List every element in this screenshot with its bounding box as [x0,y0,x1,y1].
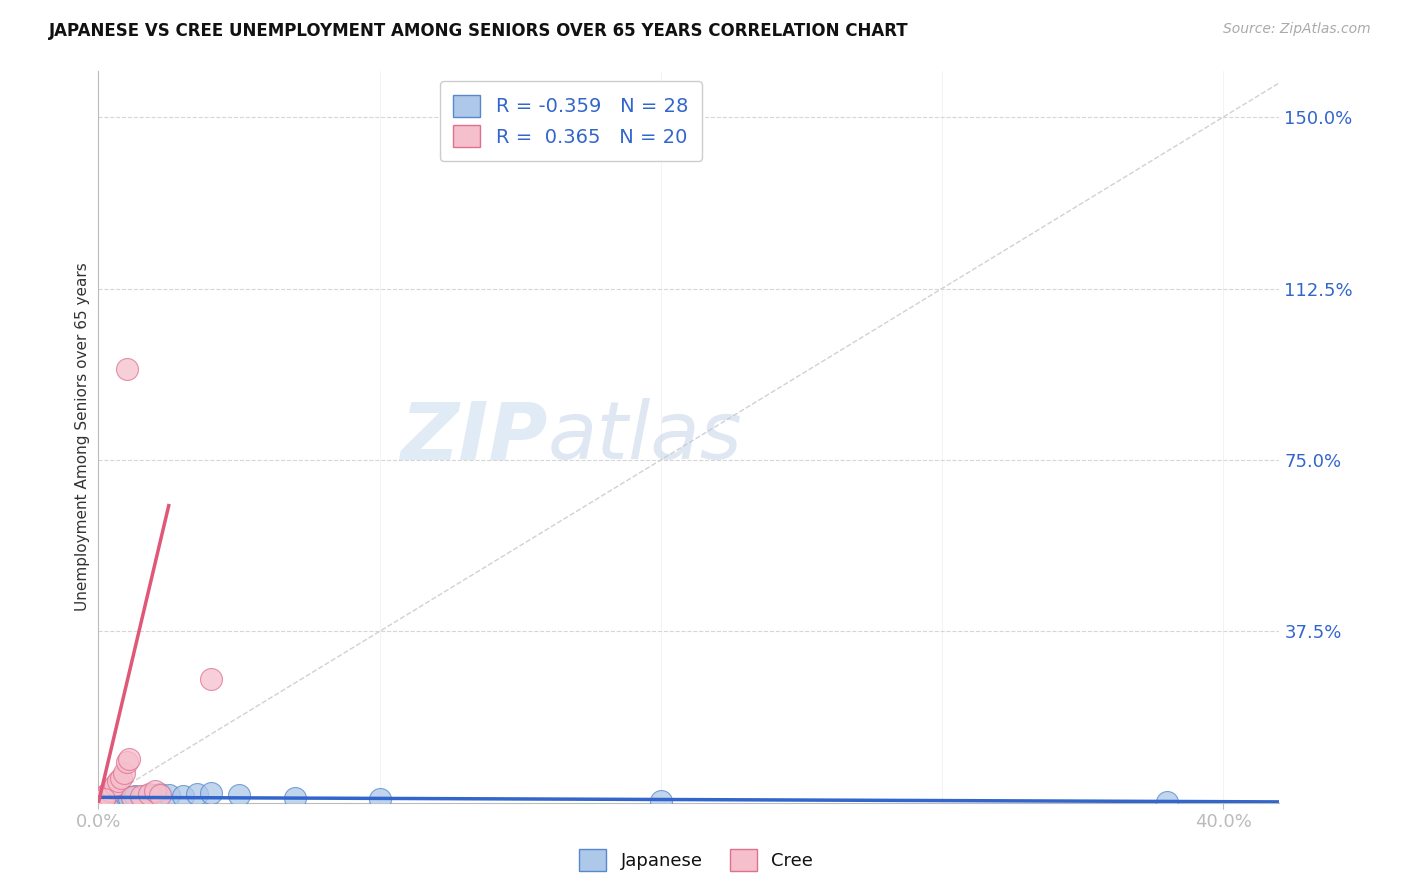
Point [107,793,129,807]
Point [121,790,143,805]
Point [104,792,127,806]
Point [129,789,152,803]
Legend: Japanese, Cree: Japanese, Cree [572,842,820,879]
Point [149,788,172,802]
Point [186,787,208,801]
Point [650,794,672,808]
Point [228,788,250,802]
Point [149,787,172,801]
Text: ZIP: ZIP [399,398,547,476]
Point [115,361,138,376]
Point [115,790,138,805]
Point [87,794,110,808]
Point [368,792,391,806]
Point [104,777,127,792]
Point [93,789,115,803]
Point [87,796,110,810]
Point [138,787,160,801]
Point [96,792,118,806]
Point [115,755,138,769]
Point [1156,795,1178,809]
Point [93,794,115,808]
Point [143,788,166,802]
Point [124,789,146,803]
Point [138,788,160,802]
Point [107,773,129,788]
Point [112,766,135,780]
Point [118,791,141,805]
Point [200,786,222,800]
Point [96,787,118,801]
Point [112,792,135,806]
Point [98,784,121,798]
Point [284,791,307,805]
Point [101,793,124,807]
Point [118,752,141,766]
Point [157,788,180,802]
Point [101,781,124,796]
Text: JAPANESE VS CREE UNEMPLOYMENT AMONG SENIORS OVER 65 YEARS CORRELATION CHART: JAPANESE VS CREE UNEMPLOYMENT AMONG SENI… [49,22,908,40]
Text: Source: ZipAtlas.com: Source: ZipAtlas.com [1223,22,1371,37]
Point [110,791,132,805]
Point [172,789,194,803]
Point [121,790,143,805]
Point [129,791,152,805]
Point [200,673,222,687]
Text: atlas: atlas [547,398,742,476]
Point [98,791,121,805]
Point [110,771,132,785]
Point [132,789,155,803]
Point [93,792,115,806]
Legend: R = -0.359   N = 28, R =  0.365   N = 20: R = -0.359 N = 28, R = 0.365 N = 20 [440,81,702,161]
Y-axis label: Unemployment Among Seniors over 65 years: Unemployment Among Seniors over 65 years [75,263,90,611]
Point [90,792,112,806]
Point [90,793,112,807]
Point [143,784,166,798]
